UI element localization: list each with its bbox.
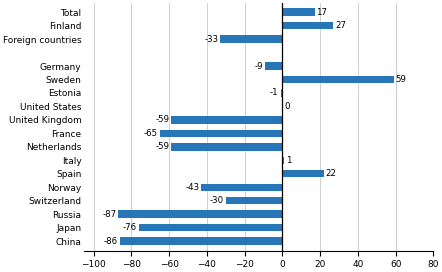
Bar <box>281 89 282 97</box>
Text: 22: 22 <box>326 169 337 178</box>
Bar <box>139 224 282 231</box>
Text: 59: 59 <box>396 75 407 84</box>
Text: -9: -9 <box>255 61 263 70</box>
Bar <box>282 170 324 177</box>
Bar <box>118 211 282 218</box>
Bar <box>226 197 282 204</box>
Bar <box>282 8 315 16</box>
Bar <box>201 184 282 191</box>
Text: -59: -59 <box>155 115 169 124</box>
Text: -30: -30 <box>210 196 224 205</box>
Text: -76: -76 <box>123 223 137 232</box>
Text: 27: 27 <box>335 21 346 30</box>
Text: -65: -65 <box>144 129 158 138</box>
Bar <box>282 22 333 29</box>
Text: 1: 1 <box>286 156 292 165</box>
Bar <box>266 62 282 70</box>
Text: -33: -33 <box>204 35 218 44</box>
Bar <box>282 157 284 164</box>
Bar <box>282 76 394 83</box>
Text: -87: -87 <box>102 210 116 219</box>
Text: -86: -86 <box>104 237 118 246</box>
Text: 17: 17 <box>316 8 328 17</box>
Bar <box>120 237 282 245</box>
Text: -59: -59 <box>155 142 169 151</box>
Text: -43: -43 <box>185 183 199 192</box>
Text: 0: 0 <box>284 102 290 111</box>
Bar <box>171 143 282 150</box>
Bar <box>171 116 282 123</box>
Bar <box>160 130 282 137</box>
Text: -1: -1 <box>270 88 278 97</box>
Bar <box>220 35 282 43</box>
